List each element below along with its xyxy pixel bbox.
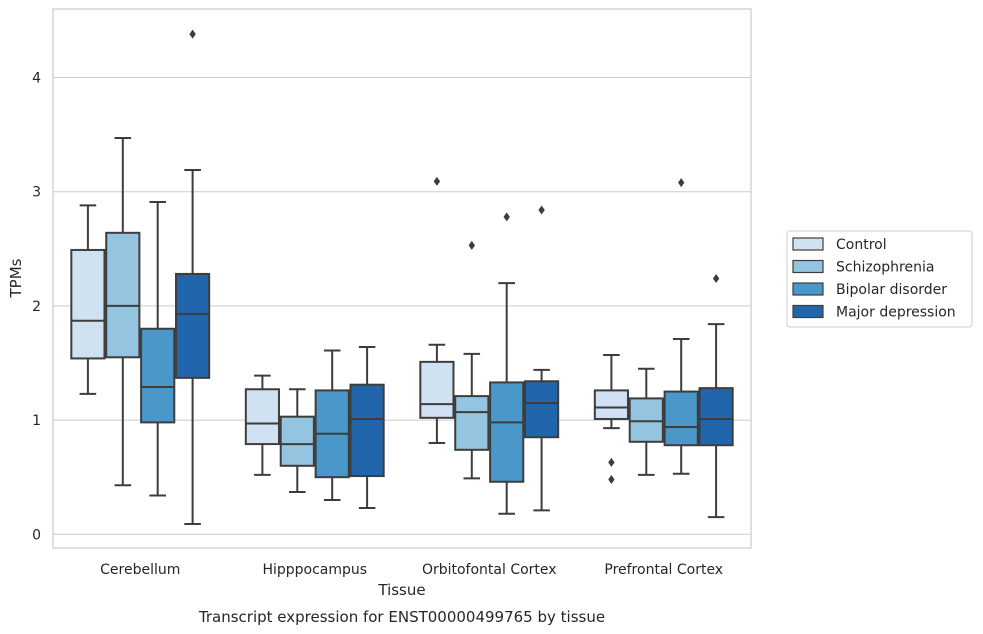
x-tick-label: Hipppocampus: [262, 562, 367, 578]
box: [244, 388, 280, 446]
y-tick-label: 3: [32, 185, 41, 201]
chart-caption: Transcript expression for ENST0000049976…: [198, 608, 605, 626]
series-bipolar-disorder: [140, 178, 699, 515]
legend-label: Bipolar disorder: [836, 282, 947, 298]
outlier-point: [608, 474, 615, 484]
plot-area: [53, 9, 751, 548]
x-axis-ticks: Cerebellum Hipppocampus Orbitofontal Corte…: [100, 562, 723, 578]
y-tick-label: 1: [32, 413, 41, 429]
plot-frame: [52, 8, 752, 549]
legend-frame: [786, 230, 973, 328]
box: [489, 381, 525, 483]
y-tick-label: 4: [32, 71, 41, 87]
outlier-point: [503, 212, 510, 222]
box: [663, 390, 699, 447]
outlier-point: [538, 205, 545, 215]
legend-label: Major depression: [836, 305, 956, 321]
box: [140, 327, 176, 424]
box-series: [70, 29, 734, 526]
box: [454, 395, 490, 451]
legend-swatch: [792, 282, 824, 296]
y-axis-label: TPMs: [7, 258, 25, 298]
legend-label: Control: [836, 237, 887, 253]
x-axis-label: Tissue: [377, 581, 425, 599]
outlier-point: [608, 457, 615, 467]
box: [698, 387, 734, 447]
outlier-point: [468, 240, 475, 250]
legend-swatch: [792, 259, 824, 274]
x-tick-label: Orbitofontal Cortex: [422, 562, 557, 578]
x-tick-label: Cerebellum: [100, 562, 180, 578]
box: [419, 360, 455, 419]
box: [279, 415, 315, 467]
y-tick-label: 0: [32, 527, 41, 543]
box: [628, 397, 664, 443]
box: [175, 272, 211, 379]
x-tick-label: Prefrontal Cortex: [604, 562, 723, 578]
legend-swatch: [792, 304, 824, 319]
outlier-point: [433, 176, 441, 186]
legend: Control Schizophrenia Bipolar disorder Majo…: [786, 230, 973, 328]
legend-label: Schizophrenia: [836, 260, 934, 276]
outlier-point: [712, 274, 720, 283]
outlier-point: [189, 29, 196, 39]
box: [105, 231, 141, 359]
box: [349, 383, 385, 478]
legend-swatch: [792, 237, 824, 251]
series-major-depression: [175, 29, 734, 526]
outlier-point: [678, 178, 685, 188]
box: [524, 380, 560, 439]
box: [593, 389, 629, 420]
series-schizophrenia: [105, 137, 664, 494]
y-axis-ticks: 0 1 2 3 4: [32, 71, 41, 544]
series-control: [70, 176, 629, 484]
box: [70, 248, 106, 360]
y-tick-label: 2: [32, 299, 41, 315]
